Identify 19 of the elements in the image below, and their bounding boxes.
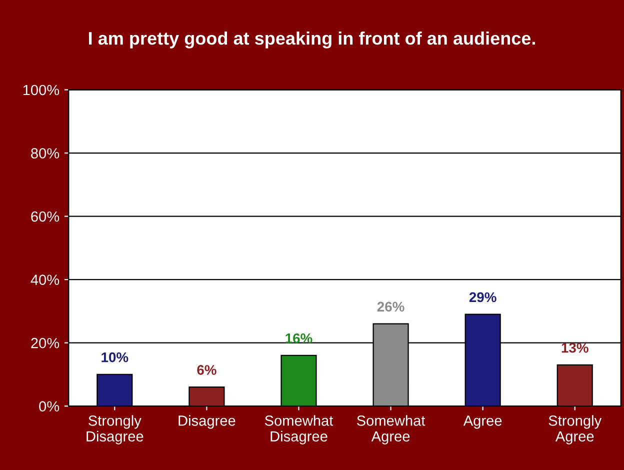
y-tick-label: 80%	[31, 148, 60, 158]
x-tick-label: Strongly Disagree	[86, 415, 144, 444]
data-label: 16%	[286, 333, 312, 344]
x-tick-label: Disagree	[178, 415, 236, 429]
x-tick-label: Strongly Agree	[548, 415, 602, 444]
data-label: 10%	[102, 352, 128, 362]
x-tick-label: Agree	[463, 416, 502, 429]
y-tick-label: 0%	[39, 401, 60, 412]
y-tick-label: 100%	[23, 84, 60, 96]
y-tick-label: 20%	[31, 338, 60, 348]
data-label: 6%	[197, 365, 216, 375]
data-label: 13%	[562, 342, 588, 353]
data-label: 26%	[377, 302, 404, 312]
y-tick-label: 60%	[31, 211, 60, 222]
chart-title: I am pretty good at speaking in front of an audience.	[89, 31, 535, 48]
x-tick-label: Somewhat Disagree	[264, 415, 334, 444]
x-tick-label: Somewhat Agree	[356, 415, 426, 444]
data-label: 29%	[469, 292, 496, 302]
y-tick-label: 40%	[30, 274, 60, 285]
